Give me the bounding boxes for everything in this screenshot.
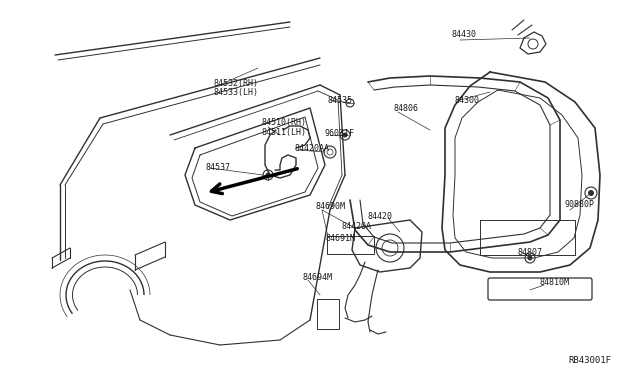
Text: 84430: 84430 bbox=[452, 30, 477, 39]
Text: 84690M: 84690M bbox=[316, 202, 346, 211]
Text: 84532(RH): 84532(RH) bbox=[213, 79, 258, 88]
Text: 84537: 84537 bbox=[206, 163, 231, 172]
Text: 84533(LH): 84533(LH) bbox=[213, 88, 258, 97]
Text: 84420: 84420 bbox=[368, 212, 393, 221]
Circle shape bbox=[266, 173, 271, 177]
Text: 84691M: 84691M bbox=[326, 234, 356, 243]
Text: 84694M: 84694M bbox=[303, 273, 333, 282]
Text: 90880P: 90880P bbox=[565, 200, 595, 209]
Text: 84511(LH): 84511(LH) bbox=[262, 128, 307, 137]
Text: 84806: 84806 bbox=[394, 104, 419, 113]
Text: 96031F: 96031F bbox=[325, 129, 355, 138]
Text: 84420AA: 84420AA bbox=[295, 144, 330, 153]
Text: 84420A: 84420A bbox=[342, 222, 372, 231]
Circle shape bbox=[527, 256, 532, 260]
Text: 84300: 84300 bbox=[455, 96, 480, 105]
Text: 84810M: 84810M bbox=[540, 278, 570, 287]
Circle shape bbox=[588, 190, 594, 196]
Text: 84535: 84535 bbox=[328, 96, 353, 105]
Text: 84510(RH): 84510(RH) bbox=[262, 118, 307, 127]
Text: 84807: 84807 bbox=[518, 248, 543, 257]
Circle shape bbox=[342, 132, 348, 138]
Text: RB43001F: RB43001F bbox=[568, 356, 611, 365]
